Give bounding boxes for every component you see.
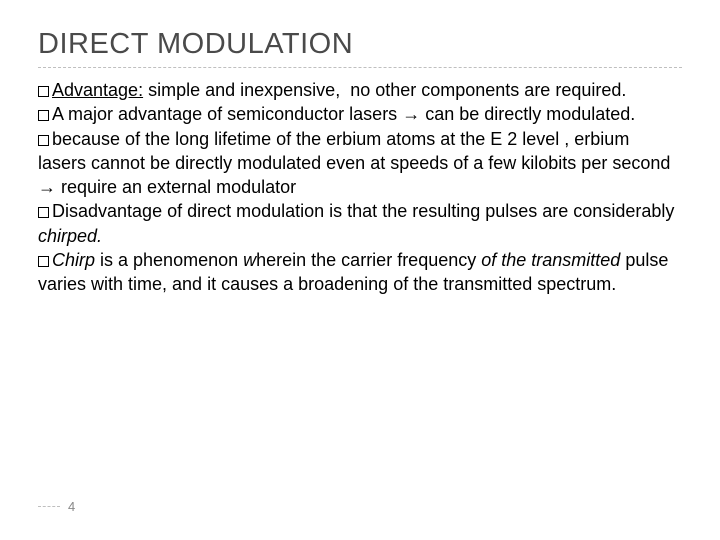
square-bullet-icon <box>38 207 49 218</box>
square-bullet-icon <box>38 110 49 121</box>
page-footer: 4 <box>38 499 75 514</box>
bullet-text: because of the long lifetime of the erbi… <box>38 129 670 198</box>
bullet-item: Disadvantage of direct modulation is tha… <box>38 199 682 248</box>
bullet-text: Advantage: simple and inexpensive, no ot… <box>52 80 626 100</box>
square-bullet-icon <box>38 256 49 267</box>
bullet-item: Chirp is a phenomenon wherein the carrie… <box>38 248 682 297</box>
slide-title: DIRECT MODULATION <box>38 28 682 61</box>
footer-tick <box>38 506 60 507</box>
bullet-item: A major advantage of semiconductor laser… <box>38 102 682 126</box>
bullet-list: Advantage: simple and inexpensive, no ot… <box>38 78 682 297</box>
bullet-item: because of the long lifetime of the erbi… <box>38 127 682 200</box>
title-divider <box>38 67 682 68</box>
bullet-item: Advantage: simple and inexpensive, no ot… <box>38 78 682 102</box>
bullet-text: Chirp is a phenomenon wherein the carrie… <box>38 250 668 294</box>
bullet-text: Disadvantage of direct modulation is tha… <box>38 201 674 245</box>
square-bullet-icon <box>38 86 49 97</box>
slide: DIRECT MODULATION Advantage: simple and … <box>0 0 720 540</box>
page-number: 4 <box>68 499 75 514</box>
bullet-text: A major advantage of semiconductor laser… <box>52 104 635 124</box>
square-bullet-icon <box>38 135 49 146</box>
